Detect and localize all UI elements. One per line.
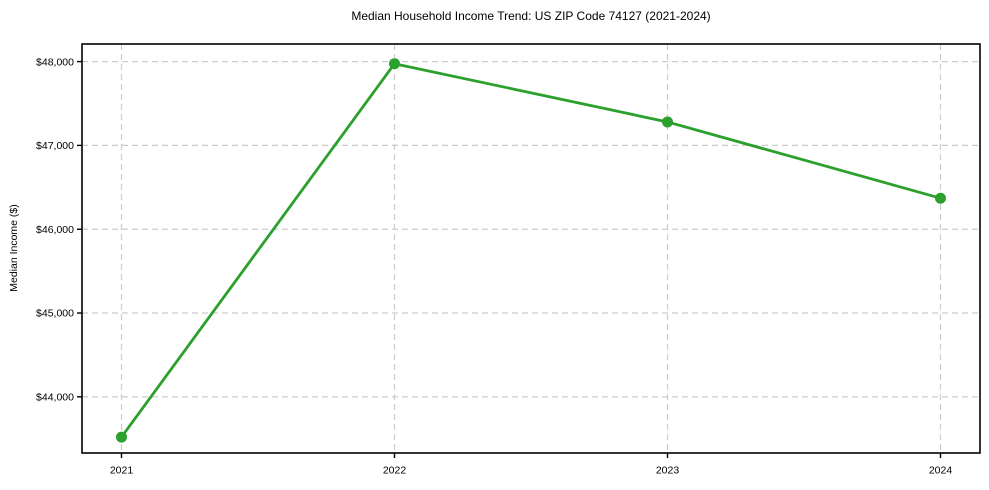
y-tick-label: $46,000 xyxy=(36,224,74,236)
x-tick-label: 2021 xyxy=(110,465,134,477)
plot-border xyxy=(81,43,981,454)
y-tick-label: $44,000 xyxy=(36,392,74,404)
y-tick-label: $45,000 xyxy=(36,308,74,320)
chart-title: Median Household Income Trend: US ZIP Co… xyxy=(351,9,711,23)
data-point xyxy=(662,116,673,128)
data-point xyxy=(116,431,127,443)
x-tick-label: 2023 xyxy=(656,465,680,477)
y-tick-label: $47,000 xyxy=(36,140,74,152)
trend-line xyxy=(120,62,942,439)
data-point xyxy=(935,192,946,204)
x-tick-label: 2024 xyxy=(929,465,953,477)
data-point xyxy=(389,58,400,70)
y-tick-label: $48,000 xyxy=(36,56,74,68)
x-tick-label: 2022 xyxy=(383,465,407,477)
